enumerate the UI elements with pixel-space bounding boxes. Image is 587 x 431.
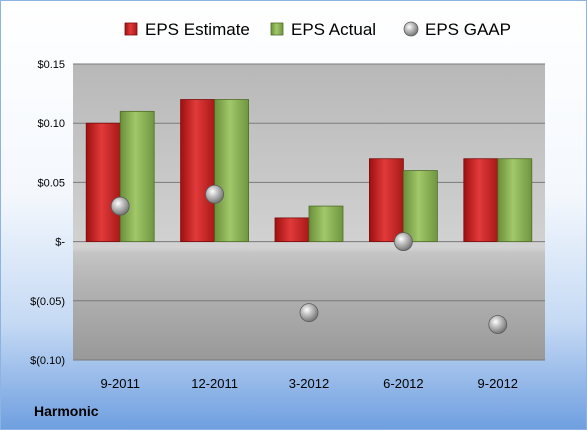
y-tick-label: $0.05 [37,177,65,189]
x-tick-label: 12-2011 [191,376,238,391]
legend-swatch [403,21,419,37]
bar-eps-actual [402,170,438,242]
y-tick-label: $0.10 [37,118,65,130]
y-tick-label: $(0.10) [30,355,65,367]
legend-swatch [270,22,284,36]
x-tick-label: 6-2012 [383,376,423,391]
y-tick-label: $0.15 [37,59,65,71]
bar-eps-estimate [274,217,310,242]
bar-eps-actual [214,99,250,242]
legend-label: EPS Actual [291,20,376,39]
y-tick-label: $(0.05) [30,296,65,308]
bar-eps-estimate [85,122,121,242]
legend-label: EPS Estimate [145,20,250,39]
legend-label: EPS GAAP [425,20,511,39]
y-tick-label: $- [55,237,65,249]
point-eps-gaap [393,232,413,252]
company-name: Harmonic [34,403,99,419]
bar-eps-estimate [368,158,404,242]
bar-eps-estimate [463,158,499,242]
x-tick-label: 9-2012 [478,376,518,391]
legend-swatch [124,22,138,36]
x-tick-label: 3-2012 [289,376,329,391]
point-eps-gaap [110,196,130,216]
bar-eps-actual [119,110,155,243]
bar-eps-estimate [180,99,216,242]
bar-eps-actual [497,158,533,242]
point-eps-gaap [488,315,508,334]
x-tick-label: 9-2011 [100,376,140,391]
bar-eps-actual [308,205,344,243]
point-eps-gaap [299,303,319,323]
point-eps-gaap [205,184,225,204]
